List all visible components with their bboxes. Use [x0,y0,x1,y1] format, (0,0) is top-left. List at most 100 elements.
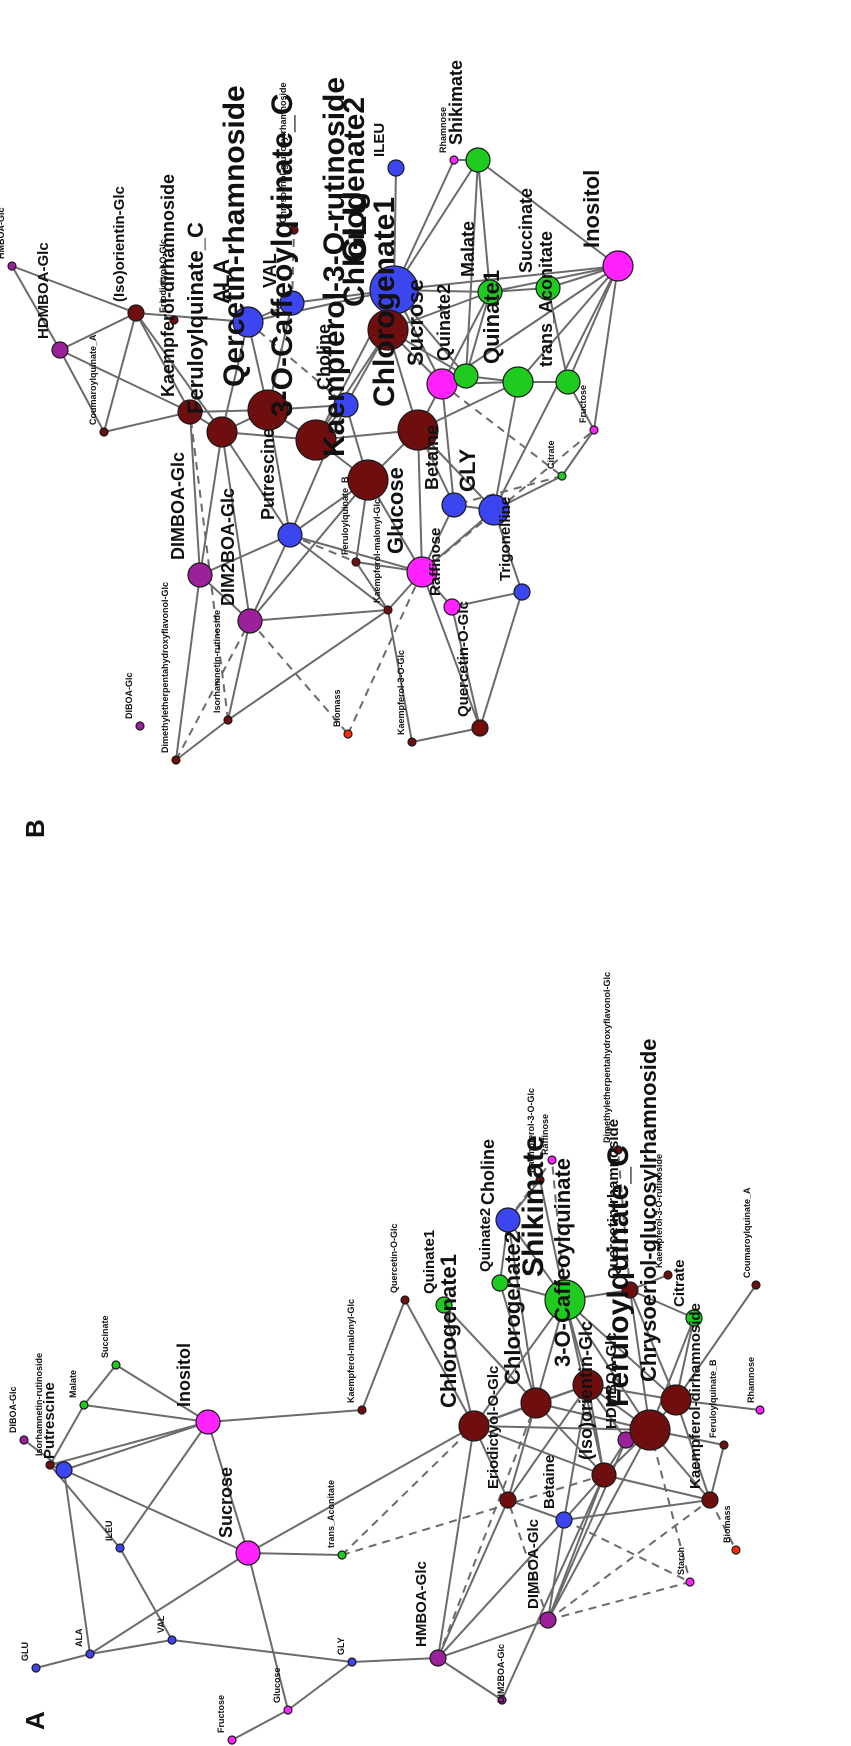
node-b-Isorham [223,715,233,725]
node-a-ALA [85,1649,95,1659]
node-label-a-Starch: Starch [676,1547,686,1575]
edge-a-ALA-Putrescine [63,1469,91,1655]
node-label-b-Citrate: Citrate [546,440,556,469]
node-label-b-IsoOri: (Iso)orientin-Glc [111,186,128,302]
node-label-a-CaffQ: 3-O-Caffeoylquinate [550,1158,575,1367]
node-label-b-Malate: Malate [458,221,478,277]
node-b-Citrate [557,471,567,481]
edge-b-Dimethyl-Isorham [175,719,229,761]
edge-b-FerQC-DIM2BOA [221,431,251,622]
edge-a-Sucrose-Chlorogenate1 [247,1425,475,1554]
edge-a-Shikimate-Chrysoeriol [564,1299,677,1401]
negative-edge-b-VAL-Chrysoeriol [291,229,295,304]
edge-b-CoumQA-KaempDirham [103,411,191,433]
node-a-CoumQA [751,1280,761,1290]
negative-edge-b-ALA-Choline [247,321,347,406]
node-a-KaempMal [357,1405,367,1415]
negative-edge-a-Betaine-Starch [563,1519,691,1583]
node-label-a-Biomass: Biomass [722,1505,732,1543]
edge-b-DIMBOA-Dimethyl [175,574,201,761]
node-label-a-Quinate2: Quinate2 [477,1208,494,1272]
edge-b-HDMBOA-IsoOri [59,312,137,351]
edge-b-Fructose-Citrate [561,429,595,477]
node-a-QuercOGlc [400,1295,410,1305]
edge-b-Kaemp3Orut-DIM2BOA [249,479,369,622]
node-label-b-Inositol: Inositol [579,170,604,248]
node-label-a-ILEU: ILEU [104,1520,114,1541]
node-a-Glucose [283,1705,293,1715]
nodes-layer [7,147,765,1745]
node-b-Fructose [589,425,599,435]
node-b-Rhamnose [449,155,459,165]
node-a-transAco [337,1550,347,1560]
node-b-DIBOA [135,721,145,731]
node-a-FerQC [629,1409,671,1451]
edge-a-Chlorogenate2-Eriodictyol [507,1402,537,1501]
edge-a-CaffQ-Eriodictyol [507,1384,589,1501]
edge-a-GLU-ALA [35,1653,91,1669]
node-b-HDMBOA [51,341,69,359]
node-a-Inositol [195,1409,221,1435]
edge-a-Eriodictyol-Betaine [507,1499,565,1521]
edge-b-CaffQ-Chlorogenate2 [315,329,389,441]
negative-edge-a-KaempDirham-Biomass [709,1499,737,1551]
node-label-a-Citrate: Citrate [671,1259,688,1307]
edge-a-Malate-Inositol [83,1404,209,1423]
node-label-b-Eriodictyol: Eriodictyol-O-Glc [158,239,168,313]
edge-b-DIM2BOA-KaempMal [249,609,389,622]
negative-edge-a-transAco-Chlorogenate1 [341,1425,475,1556]
node-label-a-FerQB: Feruloylquinate_B [708,1359,718,1438]
panel-label-b: B [20,819,50,838]
edge-a-Quinate2-Chlorogenate2 [499,1282,537,1404]
edge-a-HMBOA-DIM2BOA [437,1657,503,1701]
edge-a-FerQC-QuercRham [629,1289,651,1431]
edge-a-Inositol-Sucrose [207,1421,249,1554]
node-label-b-Rhamnose: Rhamnose [438,107,448,153]
node-label-a-Sucrose: Sucrose [216,1467,236,1538]
edge-a-QuercOGlc-Chlorogenate1 [404,1299,475,1427]
node-a-DIM2BOA [497,1695,507,1705]
node-b-FerQC [206,416,238,448]
node-label-a-IsoOri: (Iso)orientin-Glc [576,1321,596,1460]
edge-a-VAL-ILEU [119,1547,173,1641]
node-b-Malate [477,279,503,305]
negative-edge-a-Choline-Raffinose [507,1159,553,1221]
edge-b-IsoOri-ALA [135,312,249,323]
node-label-a-Malate: Malate [68,1370,78,1398]
labels-layer: GLU ALA VAL ILEU Putrescine DIBOA-Glc Isorhamn… [0,60,756,1733]
node-a-DIMBOA [539,1611,557,1629]
edge-b-FerQB-KaempMal [355,561,389,611]
node-label-b-ALA: ALA [209,259,234,304]
edge-b-Quinate1-Inositol [517,265,619,383]
node-b-Glucose [406,556,438,588]
edge-a-Succinate-Inositol [115,1364,209,1423]
edge-a-Sucrose-transAco [247,1552,343,1556]
edge-b-QuercRham-Putrescine [267,409,291,536]
node-label-b-QuercRham: Qercetin-rhamnoside [218,85,251,387]
node-label-b-Dimethyl: Dimethyletherpentahydroxyflavonol-Glc [160,582,170,753]
node-b-IsoOri [127,304,145,322]
edge-a-KaempDirham-Betaine [563,1499,711,1521]
edge-a-DIMBOA-HDMBOA [547,1439,627,1621]
edge-b-Putrescine-DIMBOA [199,534,291,576]
node-label-a-GLY: GLY [336,1637,346,1655]
edge-b-FerQC-DIMBOA [199,431,223,576]
edge-a-GLY-HMBOA [351,1657,439,1663]
edge-b-FerQC-ALA [221,321,249,433]
edge-a-Shikimate-Chlorogenate1 [473,1299,566,1427]
node-label-b-Isorham: Isorhamnetin-rutinoside [212,610,222,713]
edge-a-VAL-GLY [171,1639,353,1663]
node-label-b-Kaemp3OGlc: Kaempferol-3-O-Glc [396,650,406,735]
node-label-a-Rhamnose: Rhamnose [746,1357,756,1403]
node-label-b-CaffQ: 3-O-Caffeoylquinate_C [266,94,299,417]
node-b-CaffQ [295,419,337,461]
node-a-CaffQ [572,1369,604,1401]
node-b-Dimethyl [171,755,181,765]
edge-a-Chlorogenate1-FerQC [473,1425,651,1431]
node-label-b-KaempMal: Kaempferol-malonyl-Glc [372,499,382,603]
node-label-b-Kaemp3Orut: Kaempferol-3-O-rutinoside [318,77,351,457]
node-label-b-HDMBOA: HDMBOA-Glc [35,242,52,339]
negative-edge-a-transAco-IsoOri [341,1474,605,1556]
edge-b-Inositol-GLY [493,265,619,511]
negative-edge-b-Sucrose-Citrate [441,383,563,477]
